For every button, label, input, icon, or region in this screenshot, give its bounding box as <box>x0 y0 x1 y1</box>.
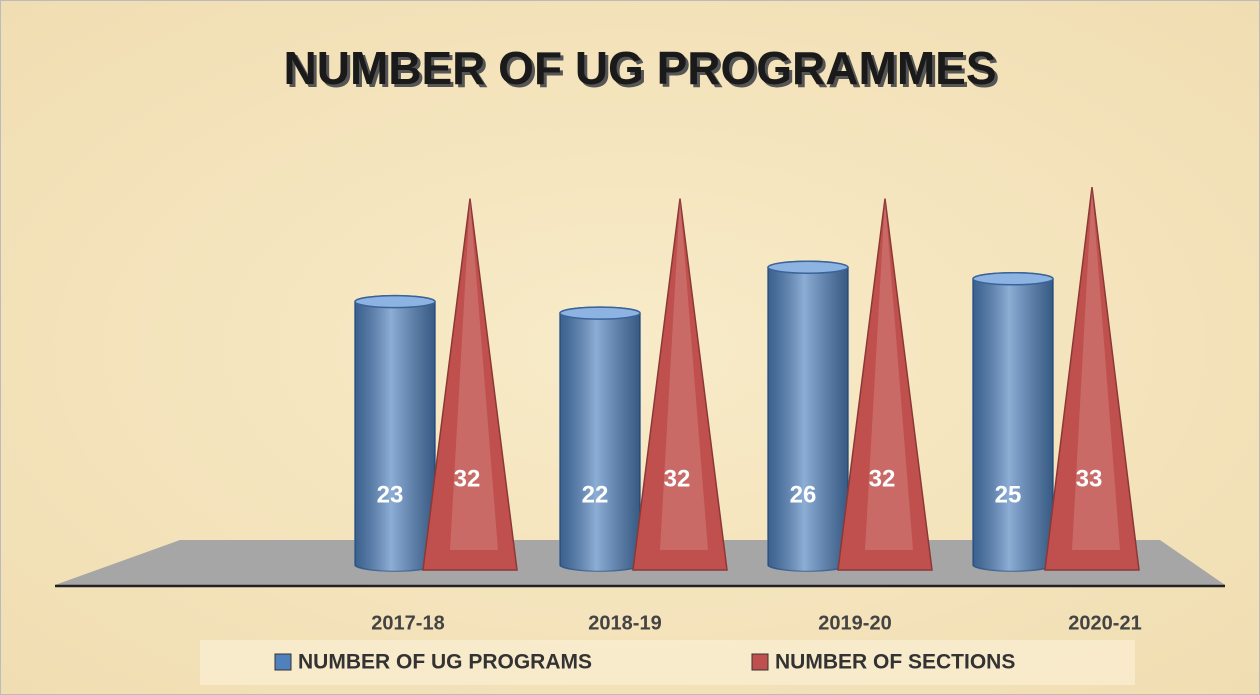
chart-title: NUMBER OF UG PROGRAMMES <box>284 42 997 94</box>
data-label: 22 <box>582 481 609 508</box>
legend-label: NUMBER OF UG PROGRAMS <box>298 651 592 674</box>
cylinder-shine <box>355 295 435 571</box>
cylinder-shine <box>973 272 1053 571</box>
x-tick-label: 2019-20 <box>818 612 891 634</box>
data-label: 32 <box>454 465 481 492</box>
pyramid-face <box>450 198 498 550</box>
data-label: 33 <box>1076 465 1103 492</box>
legend-label: NUMBER OF SECTIONS <box>775 651 1015 674</box>
x-tick-label: 2020-21 <box>1068 612 1141 634</box>
legend-swatch <box>274 653 292 671</box>
data-label: 26 <box>790 481 817 508</box>
pyramid <box>837 198 933 571</box>
pyramid-face <box>1072 187 1120 550</box>
data-label: 32 <box>869 465 896 492</box>
data-label: 25 <box>995 481 1022 508</box>
cylinder-top <box>354 294 436 309</box>
cylinder-top <box>972 272 1054 286</box>
pyramid-face <box>865 198 913 550</box>
cylinder-top <box>767 260 849 275</box>
pyramid <box>632 198 728 571</box>
title-shadow: NUMBER OF UG PROGRAMMES <box>287 45 1000 97</box>
legend-swatch <box>751 653 769 671</box>
x-tick-label: 2018-19 <box>588 612 661 634</box>
data-label: 23 <box>377 481 404 508</box>
legend-box <box>200 640 1135 685</box>
cylinder-shine <box>560 307 640 571</box>
pyramid <box>1044 187 1140 571</box>
cylinder-top <box>559 306 641 320</box>
x-tick-label: 2017-18 <box>371 612 444 634</box>
cylinder-shine <box>768 261 848 571</box>
pyramid <box>422 198 518 571</box>
pyramid-face <box>660 198 708 550</box>
data-label: 32 <box>664 465 691 492</box>
